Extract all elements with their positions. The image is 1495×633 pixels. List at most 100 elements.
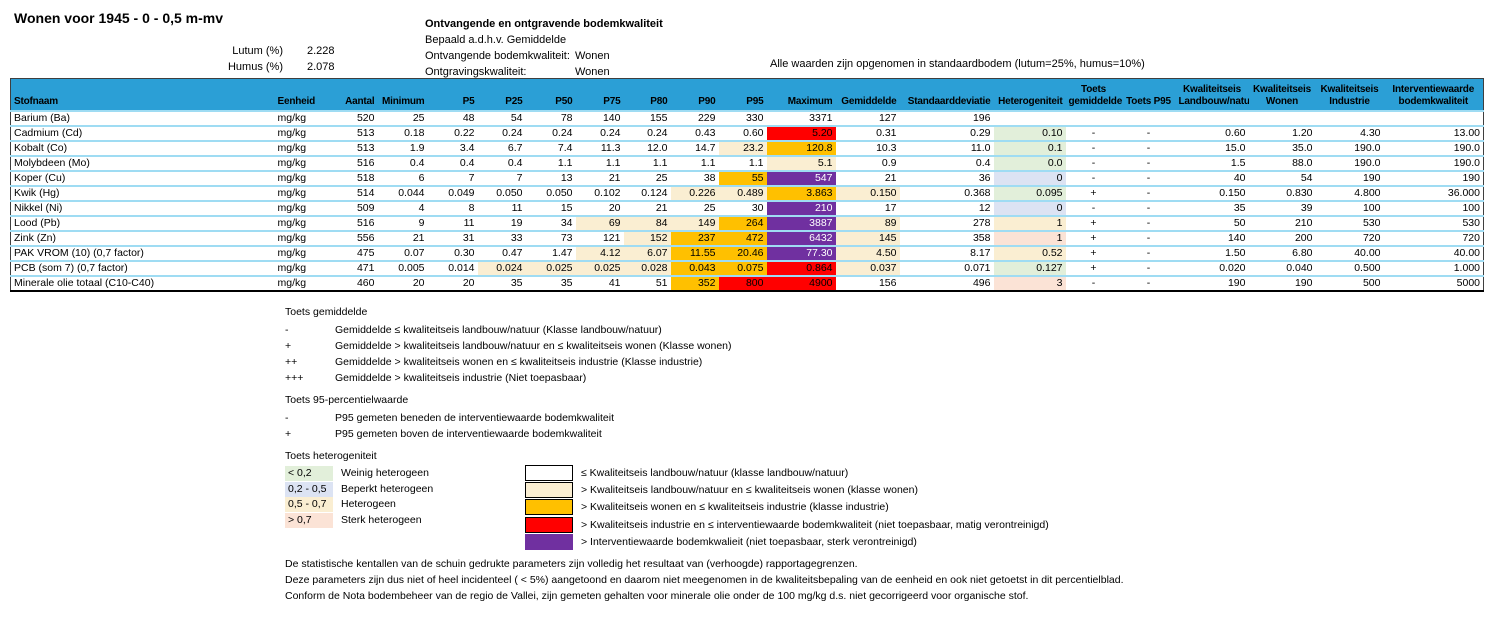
table-cell: 0.24: [600, 127, 621, 139]
table-cell: 0: [993, 200, 1066, 216]
table-cell: 121: [602, 232, 621, 244]
table-cell: -: [1146, 127, 1151, 139]
legend-items-heterogeniteit: < 0,2 Weinig heterogeen 0,2 - 0,5 Beperkt h…: [285, 466, 433, 528]
table-cell: Barium (Ba): [14, 112, 71, 124]
table-cell: -: [1091, 157, 1096, 169]
table-cell: 0.368: [964, 187, 991, 199]
table-cell: 30: [751, 202, 764, 214]
table-cell: 0.226: [670, 185, 719, 201]
table-cell: 36: [978, 172, 991, 184]
table-cell: 0.07: [404, 247, 425, 259]
table-cell: 0.489: [718, 185, 767, 201]
table-cell: 472: [718, 230, 767, 246]
footnote-line: De statistische kentallen van de schuin …: [285, 558, 858, 570]
table-cell: 1.1: [748, 157, 764, 169]
table-cell: 0.24: [502, 127, 523, 139]
table-cell: 21: [412, 232, 425, 244]
legend-text: > Kwaliteitseis wonen en ≤ kwaliteitseis…: [581, 501, 889, 514]
table-cell: 25: [655, 172, 668, 184]
table-cell: 38: [703, 172, 716, 184]
legend-text: Sterk heterogeen: [341, 513, 422, 526]
legend-item: + Gemiddelde > kwaliteitseis landbouw/nat…: [285, 338, 732, 354]
table-cell: 20: [462, 277, 475, 289]
table-cell: 6.80: [1292, 247, 1313, 259]
table-cell: mg/kg: [277, 277, 307, 289]
table-row: Cadmium (Cd) mg/kg 513 0.18 0.22 0.24 0.24 0.24…: [10, 125, 1484, 141]
table-cell: 500: [1362, 277, 1381, 289]
table-cell: 190: [1227, 277, 1246, 289]
table-cell: 210: [766, 200, 836, 216]
table-cell: 40.00: [1453, 247, 1480, 259]
legend-heterogeniteit: Toets heterogeniteit < 0,2 Weinig heterog…: [285, 450, 433, 528]
legend-symbol: +: [285, 428, 292, 440]
legend-item: > Kwaliteitseis wonen en ≤ kwaliteitseis…: [525, 499, 1049, 516]
table-cell: 6: [418, 172, 425, 184]
table-cell: 11.55: [670, 245, 719, 261]
table-row: Koper (Cu) mg/kg 518 6 7 7 13 21 25 38 55 547 21 36 0 -…: [10, 170, 1484, 186]
legend-symbol: +: [285, 340, 292, 352]
legend-text: Gemiddelde > kwaliteitseis industrie (Ni…: [335, 372, 587, 384]
legend-item: 0,2 - 0,5 Beperkt heterogeen: [285, 481, 433, 498]
table-cell: mg/kg: [277, 262, 307, 274]
table-cell: 530: [1462, 217, 1480, 229]
table-cell: 514: [356, 187, 375, 199]
table-cell: 50: [1233, 217, 1246, 229]
table-cell: 145: [835, 230, 900, 246]
table-cell: 0.025: [575, 260, 624, 276]
table-cell: 6.07: [623, 245, 671, 261]
table-cell: 8: [468, 202, 475, 214]
footnotes: De statistische kentallen van de schuin …: [285, 556, 1124, 604]
table-cell: 100: [1362, 202, 1381, 214]
column-header: Interventiewaarde bodemkwaliteit: [1383, 78, 1484, 111]
table-cell: 0.22: [454, 127, 475, 139]
table-cell: 0.52: [993, 245, 1066, 261]
table-cell: 20: [608, 202, 621, 214]
table-cell: 21: [655, 202, 668, 214]
table-cell: 156: [878, 277, 897, 289]
legend-item: > 0,7 Sterk heterogeen: [285, 512, 433, 529]
table-cell: -: [1146, 142, 1151, 154]
table-cell: mg/kg: [277, 127, 307, 139]
legend-text: > Kwaliteitseis industrie en ≤ intervent…: [581, 518, 1049, 531]
table-cell: 120.8: [766, 140, 836, 156]
table-cell: 0.500: [1354, 262, 1381, 274]
table-cell: 0.014: [448, 262, 475, 274]
color-swatch: [525, 534, 573, 551]
legend-color-classes: ≤ Kwaliteitseis landbouw/natuur (klasse …: [525, 464, 1049, 551]
table-row: Lood (Pb) mg/kg 516 9 11 19 34 69 84 149 264 3887 89…: [10, 215, 1484, 231]
table-cell: 330: [745, 112, 764, 124]
table-cell: 0.4: [459, 157, 475, 169]
table-cell: 0.150: [835, 185, 900, 201]
table-cell: 0.0: [993, 155, 1066, 171]
table-cell: 3: [993, 275, 1066, 291]
table-cell: 0.124: [641, 187, 668, 199]
table-cell: 33: [510, 232, 523, 244]
table-cell: 140: [602, 112, 621, 124]
table-cell: 471: [356, 262, 375, 274]
table-cell: [994, 111, 1066, 126]
table-cell: PAK VROM (10) (0,7 factor): [14, 247, 144, 259]
table-cell: 31: [462, 232, 475, 244]
table-cell: -: [1146, 202, 1151, 214]
table-cell: 0.075: [718, 260, 767, 276]
table-cell: 11: [463, 217, 475, 229]
table-cell: -: [1146, 262, 1151, 274]
table-row: Molybdeen (Mo) mg/kg 516 0.4 0.4 0.4 1.1 1.1 1.1…: [10, 155, 1484, 171]
column-header: Stofnaam: [10, 78, 275, 111]
header-row: Stofnaam Eenheid Aantal Minimum P5 P25 P50 P75 P…: [10, 78, 1484, 111]
table-cell: 0.150: [1219, 187, 1246, 199]
table-cell: 1: [993, 230, 1066, 246]
table-cell: 190.0: [1354, 157, 1381, 169]
table-cell: 509: [356, 202, 375, 214]
table-cell: 0.43: [695, 127, 716, 139]
table-cell: 556: [356, 232, 375, 244]
legend-item: ≤ Kwaliteitseis landbouw/natuur (klasse …: [525, 464, 1049, 481]
table-cell: 54: [1300, 172, 1313, 184]
legend-title: Toets gemiddelde: [285, 306, 368, 318]
table-cell: 547: [766, 170, 836, 186]
table-cell: -: [1091, 127, 1096, 139]
table-cell: 1.1: [652, 157, 668, 169]
table-cell: mg/kg: [277, 217, 307, 229]
table-cell: Kwik (Hg): [14, 187, 60, 199]
receiving-quality-label: Ontvangende bodemkwaliteit:: [425, 50, 570, 62]
